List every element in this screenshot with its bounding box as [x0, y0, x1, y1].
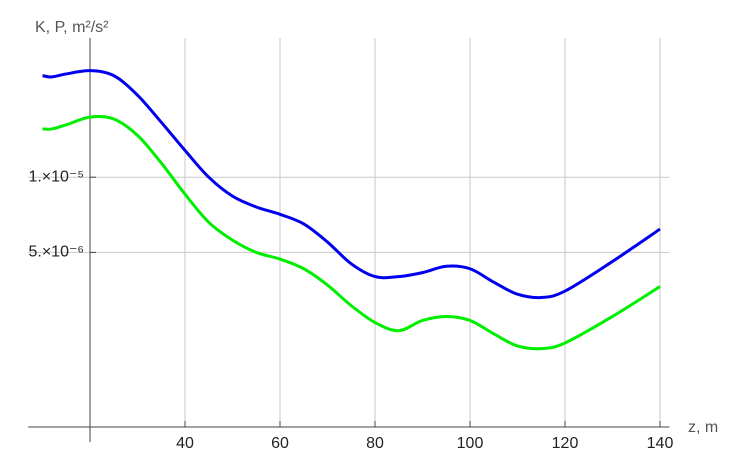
x-tick-label: 80 — [366, 435, 384, 452]
y-tick-label: 1.×10⁻⁵ — [28, 168, 84, 185]
y-tick-label: 5.×10⁻⁶ — [28, 244, 84, 261]
data-line — [42, 69, 661, 300]
x-tick-label: 100 — [457, 435, 484, 452]
x-tick-label: 140 — [647, 435, 674, 452]
y-axis-label: K, P, m²/s² — [35, 19, 109, 36]
data-line — [42, 114, 661, 351]
x-tick-label: 120 — [552, 435, 579, 452]
x-axis-label: z, m — [688, 419, 718, 436]
x-tick-label: 60 — [271, 435, 289, 452]
x-tick-label: 40 — [176, 435, 194, 452]
